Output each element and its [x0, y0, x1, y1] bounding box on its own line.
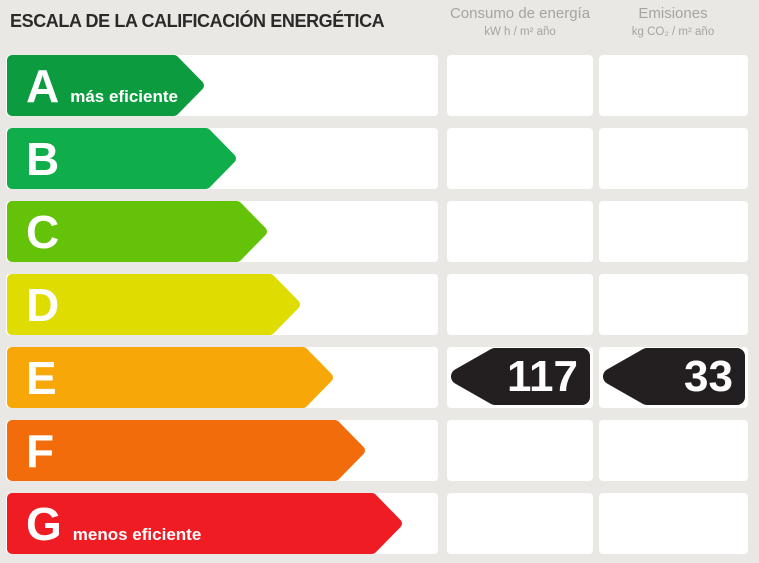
- consumption-cell-c: [447, 201, 593, 262]
- rating-bar-text-e: E: [26, 355, 57, 401]
- page-title: ESCALA DE LA CALIFICACIÓN ENERGÉTICA: [10, 11, 385, 31]
- rating-note: menos eficiente: [72, 524, 202, 544]
- rating-bar-text-c: C: [26, 209, 59, 255]
- rating-bar-cell-b: B: [6, 128, 438, 189]
- rating-row-f: F: [6, 420, 748, 481]
- emissions-cell-f: [599, 420, 748, 481]
- rating-letter: F: [26, 424, 55, 477]
- consumption-cell-d: [447, 274, 593, 335]
- consumption-cell-g: [447, 493, 593, 554]
- consumption-value: 117: [507, 351, 578, 401]
- rating-letter: E: [26, 351, 57, 404]
- rating-bar-cell-f: F: [6, 420, 438, 481]
- emissions-column-header: Emisiones kg CO₂ / m² año: [598, 5, 748, 40]
- consumption-cell-a: [447, 55, 593, 116]
- emissions-column-label: Emisiones: [638, 5, 708, 22]
- consumption-column-label: Consumo de energía: [449, 5, 591, 22]
- rating-arrow-a: [7, 55, 204, 116]
- consumption-cell-f: [447, 420, 593, 481]
- rating-arrow-d: [7, 274, 300, 335]
- rating-bar-text-b: B: [26, 136, 59, 182]
- rating-letter: D: [26, 278, 60, 331]
- consumption-cell-b: [447, 128, 593, 189]
- emissions-badge-shape-e: [603, 348, 745, 405]
- rating-row-e: E 117 33: [6, 347, 748, 408]
- emissions-cell-g: [599, 493, 748, 554]
- consumption-column-unit: kW h / m² año: [484, 26, 556, 38]
- rating-bar-cell-c: C: [6, 201, 438, 262]
- emissions-column-unit: kg CO₂ / m² año: [631, 26, 715, 38]
- consumption-badge-e: 117: [451, 348, 590, 405]
- rating-arrow-e: [7, 347, 333, 408]
- rating-row-d: D: [6, 274, 748, 335]
- rating-note: más eficiente: [70, 86, 178, 106]
- emissions-value: 33: [684, 351, 733, 401]
- rating-bar-text-d: D: [26, 282, 59, 328]
- rating-arrow-c: [7, 201, 267, 262]
- emissions-badge-e: 33: [603, 348, 745, 405]
- rating-letter: C: [26, 205, 60, 258]
- emissions-cell-a: [599, 55, 748, 116]
- rating-arrow-b: [7, 128, 236, 189]
- rating-letter: G: [26, 497, 62, 550]
- rating-letter: A: [26, 59, 60, 112]
- emissions-cell-c: [599, 201, 748, 262]
- consumption-badge-shape-e: [451, 348, 590, 405]
- rating-arrow-f: [7, 420, 365, 481]
- consumption-column-header: Consumo de energía kW h / m² año: [447, 5, 593, 40]
- rating-arrow-g: [7, 493, 402, 554]
- rating-bar-text-f: F: [26, 428, 54, 474]
- emissions-cell-e: 33: [599, 347, 748, 408]
- emissions-cell-d: [599, 274, 748, 335]
- rating-row-b: B: [6, 128, 748, 189]
- rating-letter: B: [26, 132, 60, 185]
- rating-bar-cell-e: E: [6, 347, 438, 408]
- rating-row-c: C: [6, 201, 748, 262]
- rating-bar-cell-d: D: [6, 274, 438, 335]
- emissions-cell-b: [599, 128, 748, 189]
- consumption-cell-e: 117: [447, 347, 593, 408]
